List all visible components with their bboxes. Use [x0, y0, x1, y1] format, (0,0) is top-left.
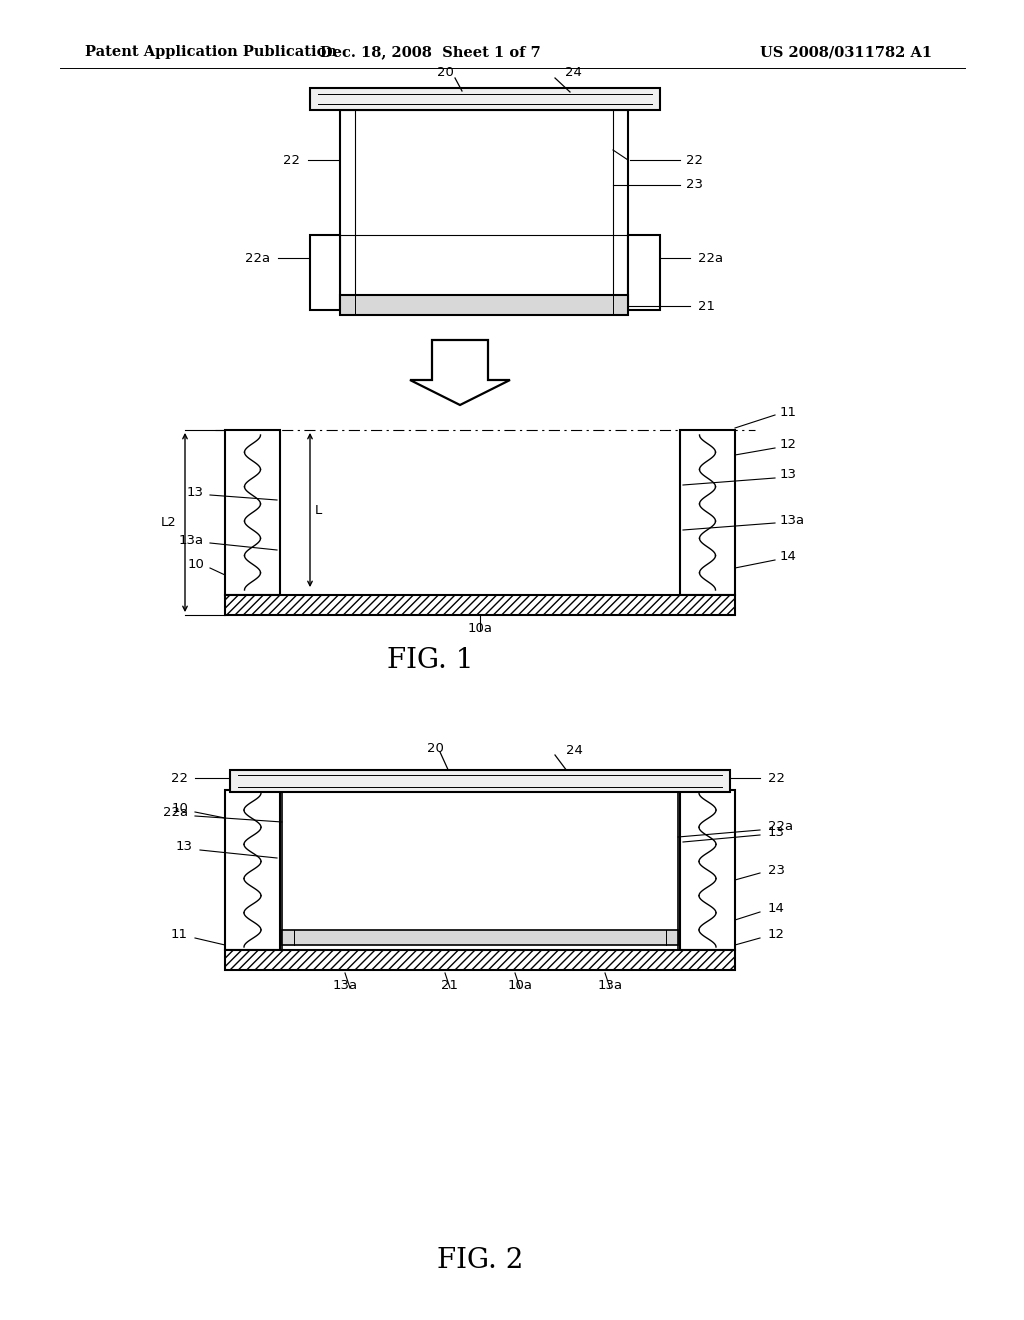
- Text: 13: 13: [187, 486, 204, 499]
- Bar: [225, 950, 735, 970]
- Text: 24: 24: [566, 743, 583, 756]
- Bar: [282, 931, 678, 945]
- Bar: [225, 789, 280, 950]
- Text: 23: 23: [768, 863, 785, 876]
- Text: 14: 14: [768, 902, 784, 915]
- Text: 22a: 22a: [768, 821, 794, 833]
- Text: 22: 22: [283, 153, 300, 166]
- Text: 10a: 10a: [508, 979, 532, 993]
- Text: 13: 13: [768, 825, 785, 838]
- Bar: [310, 88, 660, 110]
- Text: 13a: 13a: [179, 533, 204, 546]
- Text: 13: 13: [176, 841, 193, 854]
- Text: L2: L2: [161, 516, 177, 529]
- Bar: [680, 789, 735, 950]
- Text: Dec. 18, 2008  Sheet 1 of 7: Dec. 18, 2008 Sheet 1 of 7: [319, 45, 541, 59]
- Text: 21: 21: [698, 300, 715, 313]
- Text: FIG. 1: FIG. 1: [387, 647, 473, 673]
- Text: 20: 20: [436, 66, 454, 79]
- Text: 13a: 13a: [333, 979, 357, 993]
- Text: 13a: 13a: [597, 979, 623, 993]
- Bar: [310, 235, 340, 310]
- Text: 14: 14: [780, 550, 797, 564]
- Text: 22a: 22a: [245, 252, 270, 264]
- Bar: [230, 770, 730, 792]
- Bar: [680, 430, 735, 595]
- Polygon shape: [410, 341, 510, 405]
- Text: US 2008/0311782 A1: US 2008/0311782 A1: [760, 45, 932, 59]
- Text: 21: 21: [441, 979, 459, 993]
- Bar: [340, 294, 628, 315]
- Text: 13: 13: [780, 469, 797, 482]
- Text: 10: 10: [187, 558, 204, 572]
- Text: 10a: 10a: [468, 622, 493, 635]
- Text: 22: 22: [171, 771, 188, 784]
- Bar: [225, 430, 280, 595]
- Text: 12: 12: [780, 438, 797, 451]
- Text: 10: 10: [171, 801, 188, 814]
- Bar: [628, 235, 660, 310]
- Text: 24: 24: [565, 66, 582, 79]
- Bar: [340, 110, 628, 310]
- Text: 12: 12: [768, 928, 785, 940]
- Text: Patent Application Publication: Patent Application Publication: [85, 45, 337, 59]
- Text: 22a: 22a: [698, 252, 723, 264]
- Text: 22a: 22a: [163, 805, 188, 818]
- Text: 11: 11: [780, 405, 797, 418]
- Text: 22: 22: [768, 771, 785, 784]
- Text: L: L: [315, 503, 323, 516]
- Bar: [225, 595, 735, 615]
- Text: 13a: 13a: [780, 513, 805, 527]
- Text: 20: 20: [427, 742, 443, 755]
- Text: 11: 11: [171, 928, 188, 940]
- Text: 22: 22: [686, 153, 703, 166]
- Text: 23: 23: [686, 178, 703, 191]
- Text: FIG. 2: FIG. 2: [437, 1246, 523, 1274]
